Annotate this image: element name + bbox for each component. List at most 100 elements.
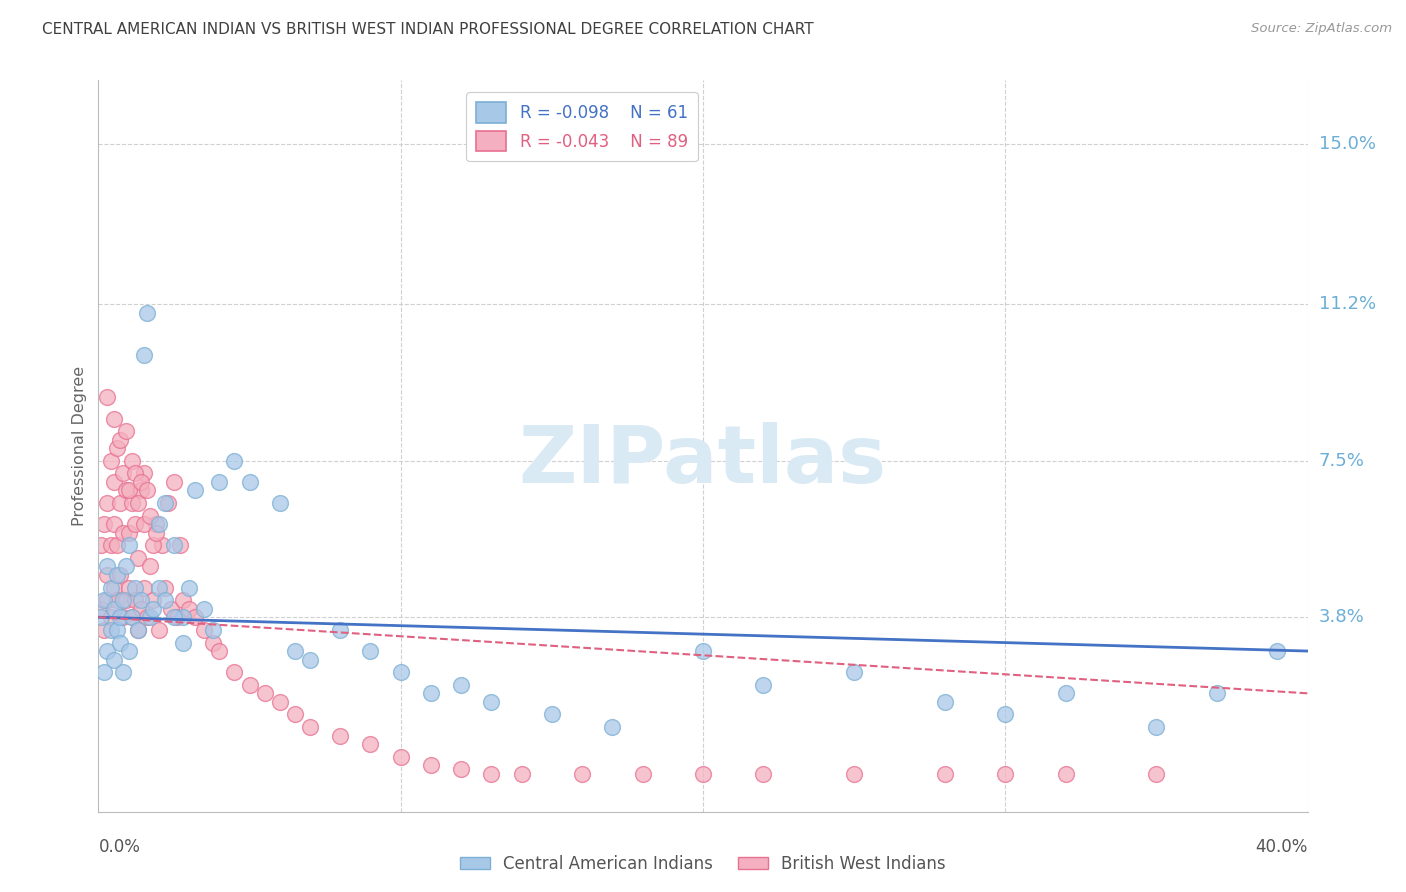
Point (118, 483, 141, 498)
Point (114, 593, 136, 607)
Point (994, 707, 1017, 722)
Point (284, 707, 307, 722)
Text: 3.8%: 3.8% (1319, 608, 1364, 626)
Point (156, 496, 179, 510)
Point (96, 559, 118, 574)
Legend: R = -0.098    N = 61, R = -0.043    N = 89: R = -0.098 N = 61, R = -0.043 N = 89 (467, 92, 697, 161)
Point (172, 635, 194, 649)
Point (96, 568, 118, 582)
Point (145, 517, 167, 532)
Point (752, 766, 775, 780)
Point (419, 758, 441, 772)
Point (934, 766, 956, 780)
Point (193, 601, 215, 615)
Point (124, 581, 146, 595)
Point (299, 652, 322, 666)
Point (934, 695, 956, 709)
Point (121, 610, 143, 624)
Point (450, 763, 472, 777)
Point (571, 766, 593, 780)
Point (108, 635, 131, 649)
Point (299, 720, 322, 734)
Point (114, 424, 136, 438)
Point (692, 766, 714, 780)
Point (105, 568, 128, 582)
Point (100, 610, 122, 624)
Point (142, 538, 165, 552)
Point (96, 644, 118, 658)
Point (93, 623, 115, 637)
Point (90, 538, 112, 552)
Point (103, 411, 125, 425)
Point (389, 749, 412, 764)
Point (132, 517, 155, 532)
Text: 40.0%: 40.0% (1256, 838, 1308, 856)
Point (135, 483, 157, 498)
Point (105, 538, 128, 552)
Point (208, 644, 231, 658)
Point (481, 695, 503, 709)
Point (177, 601, 201, 615)
Point (160, 601, 183, 615)
Point (103, 517, 125, 532)
Point (105, 441, 128, 455)
Text: 0.0%: 0.0% (98, 838, 141, 856)
Point (172, 610, 194, 624)
Point (202, 635, 225, 649)
Point (139, 508, 162, 523)
Text: CENTRAL AMERICAN INDIAN VS BRITISH WEST INDIAN PROFESSIONAL DEGREE CORRELATION C: CENTRAL AMERICAN INDIAN VS BRITISH WEST … (42, 22, 814, 37)
Point (139, 610, 162, 624)
Point (844, 665, 866, 680)
Point (103, 652, 125, 666)
Point (135, 610, 157, 624)
Point (124, 517, 146, 532)
Point (129, 593, 152, 607)
Point (208, 475, 231, 489)
Point (127, 623, 149, 637)
Point (127, 623, 149, 637)
Point (148, 517, 170, 532)
Point (253, 686, 276, 700)
Point (93, 665, 115, 680)
Point (132, 467, 155, 481)
Point (481, 766, 503, 780)
Point (118, 538, 141, 552)
Point (90, 601, 112, 615)
Point (127, 551, 149, 566)
Point (163, 475, 186, 489)
Point (224, 454, 246, 468)
Point (103, 581, 125, 595)
Point (166, 610, 188, 624)
Point (360, 644, 382, 658)
Point (602, 720, 624, 734)
Point (103, 475, 125, 489)
Point (108, 433, 131, 447)
Point (510, 766, 533, 780)
Point (360, 737, 382, 751)
Point (132, 348, 155, 362)
Point (105, 623, 128, 637)
Point (108, 610, 131, 624)
Point (100, 454, 122, 468)
Point (1206, 686, 1229, 700)
Point (118, 644, 141, 658)
Point (124, 467, 146, 481)
Point (752, 678, 775, 692)
Text: 11.2%: 11.2% (1319, 295, 1376, 313)
Point (100, 538, 122, 552)
Point (269, 496, 291, 510)
Point (184, 610, 207, 624)
Point (132, 581, 155, 595)
Point (90, 610, 112, 624)
Text: 15.0%: 15.0% (1319, 135, 1375, 153)
Point (145, 525, 167, 540)
Point (139, 559, 162, 574)
Point (100, 581, 122, 595)
Point (153, 581, 176, 595)
Point (111, 610, 134, 624)
Point (124, 593, 146, 607)
Point (118, 581, 141, 595)
Point (111, 525, 134, 540)
Point (172, 593, 194, 607)
Point (142, 601, 165, 615)
